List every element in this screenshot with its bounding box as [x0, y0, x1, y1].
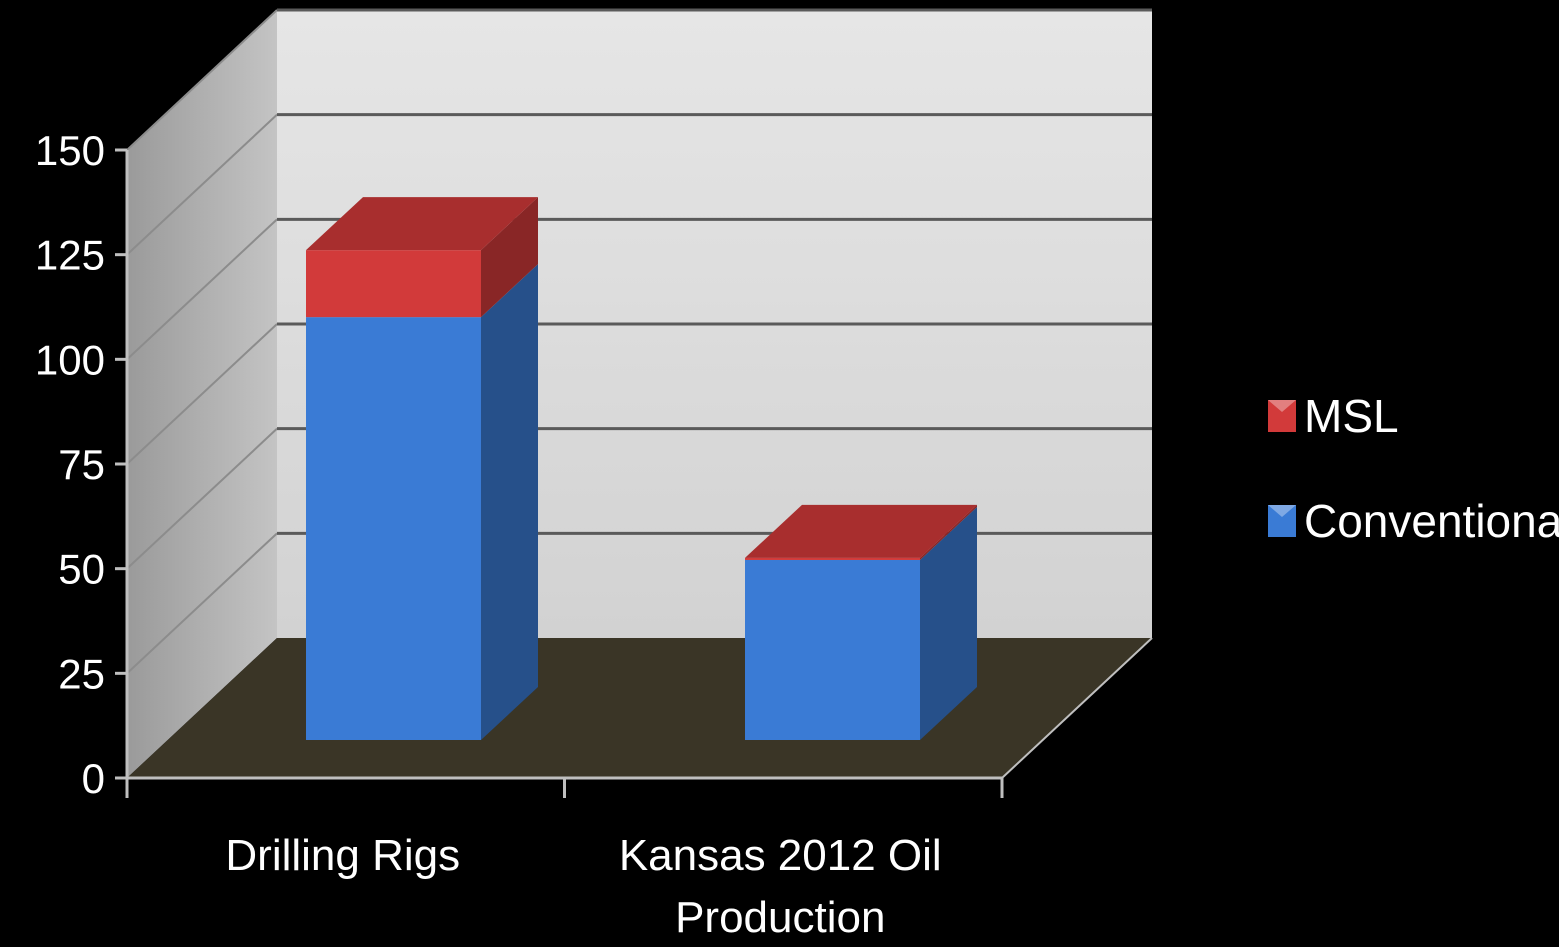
y-tick-labels: 0 25 50 75 100 125 150	[35, 127, 105, 802]
category-labels: Drilling Rigs Kansas 2012 Oil Production	[225, 831, 941, 942]
y-tick-label: 50	[58, 546, 105, 593]
legend-item-conventional: Conventional	[1268, 495, 1559, 547]
bar-front-face	[306, 317, 481, 740]
legend-label: MSL	[1304, 390, 1399, 442]
bar-top-face	[745, 504, 977, 558]
side-gridline	[126, 323, 278, 465]
chart-walls	[127, 10, 1152, 778]
bar-segment-conventional	[306, 264, 538, 740]
bar-segment-conventional	[745, 506, 977, 740]
side-gridline	[126, 532, 278, 675]
legend-label: Conventional	[1304, 495, 1559, 547]
legend-swatch-highlight	[1268, 505, 1296, 517]
side-gridline	[126, 218, 278, 361]
legend-swatch-highlight	[1268, 400, 1296, 412]
bar-side-face	[920, 504, 977, 560]
bar-side-face	[481, 197, 538, 318]
bar-front-face	[745, 557, 920, 560]
legend-item-msl: MSL	[1268, 390, 1399, 442]
side-gridline	[126, 9, 278, 151]
bars	[306, 197, 977, 740]
bar-side-face	[481, 264, 538, 740]
bar-segment-msl	[306, 197, 538, 318]
floor	[127, 638, 1152, 778]
bar-front-face	[745, 559, 920, 740]
category-label: Drilling Rigs	[225, 831, 460, 880]
bar-segment-msl	[745, 504, 977, 560]
side-gridline	[126, 427, 278, 570]
bar-side-face	[920, 506, 977, 740]
axes	[115, 148, 1153, 798]
bar-front-face	[306, 250, 481, 318]
y-tick-label: 25	[58, 650, 105, 697]
side-gridline	[126, 113, 278, 256]
floor-edge-line	[1001, 637, 1153, 779]
bar-top-face	[306, 197, 538, 251]
y-tick-label: 75	[58, 441, 105, 488]
y-tick-label: 100	[35, 336, 105, 383]
category-label: Kansas 2012 Oil Production	[619, 831, 942, 942]
y-tick-label: 0	[82, 755, 105, 802]
y-tick-label: 125	[35, 232, 105, 279]
y-tick-label: 150	[35, 127, 105, 174]
legend: MSL Conventional	[1268, 390, 1559, 547]
